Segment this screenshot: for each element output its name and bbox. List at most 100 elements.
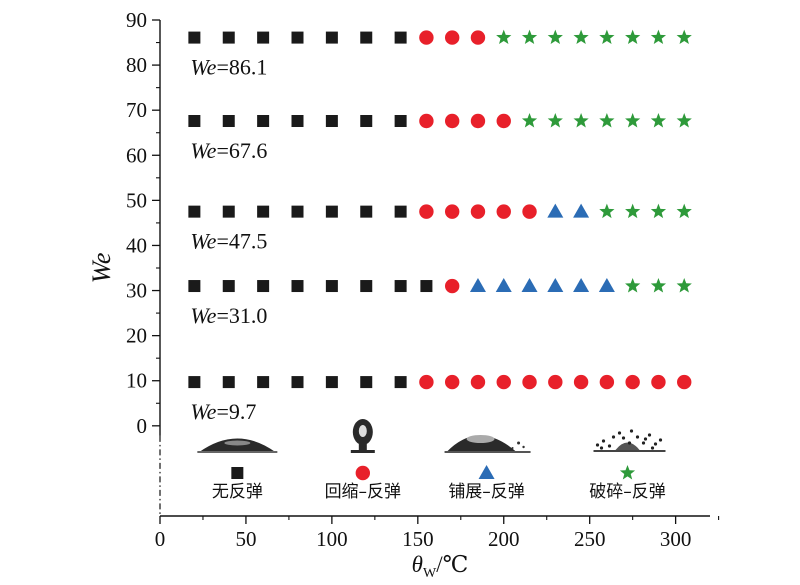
data-point-star: [547, 113, 563, 128]
data-point-triangle: [547, 203, 564, 218]
data-point-star: [573, 29, 589, 45]
data-point-square: [222, 31, 235, 44]
data-point-circle: [599, 374, 615, 390]
data-point-square: [188, 376, 201, 389]
data-point-circle: [548, 374, 563, 390]
x-tick-label: 250: [574, 527, 606, 551]
data-point-square: [291, 31, 304, 44]
data-point-square: [188, 205, 201, 218]
data-point-circle: [522, 374, 537, 390]
data-point-circle: [496, 113, 511, 129]
data-point-circle: [496, 204, 511, 219]
data-point-triangle: [469, 278, 486, 293]
data-point-star: [625, 203, 641, 219]
legend-marker-square: [231, 467, 244, 479]
droplet-image-droplet-splash: [593, 429, 666, 452]
data-point-circle: [470, 113, 486, 129]
data-point-circle: [419, 374, 434, 390]
y-tick-label: 60: [126, 143, 147, 167]
x-tick-label: 300: [660, 527, 692, 551]
data-point-triangle: [547, 278, 564, 293]
x-tick-label: 200: [488, 527, 520, 551]
data-point-square: [325, 376, 338, 389]
data-point-star: [676, 203, 692, 219]
data-point-triangle: [598, 278, 615, 293]
data-point-circle: [419, 204, 434, 219]
data-point-square: [257, 205, 270, 218]
data-point-square: [291, 205, 304, 218]
data-point-triangle: [573, 278, 590, 293]
we-annotation: We=86.1: [190, 55, 267, 80]
data-point-square: [360, 376, 373, 389]
data-point-star: [625, 278, 641, 293]
data-point-square: [222, 376, 235, 389]
data-point-circle: [444, 30, 460, 45]
legend-marker-triangle: [478, 465, 495, 479]
y-tick-label: 80: [126, 53, 147, 77]
data-point-square: [325, 280, 338, 293]
data-point-star: [676, 29, 692, 45]
data-point-square: [188, 280, 201, 293]
data-point-square: [360, 31, 373, 44]
data-point-square: [188, 31, 201, 44]
data-point-circle: [470, 374, 486, 390]
data-point-square: [394, 115, 407, 128]
data-point-square: [394, 376, 407, 389]
data-point-star: [573, 113, 589, 128]
data-point-star: [625, 113, 641, 128]
data-point-square: [222, 115, 235, 128]
we-annotation: We=67.6: [190, 138, 267, 163]
data-point-square: [257, 31, 270, 44]
data-point-circle: [419, 30, 434, 45]
data-point-star: [599, 203, 615, 219]
y-tick-label: 10: [126, 369, 147, 393]
legend: 无反弹 回缩–反弹 铺展–反弹 破碎–反弹: [197, 419, 666, 502]
legend-marker-star: [619, 465, 636, 480]
legend-label: 破碎–反弹: [589, 482, 666, 502]
data-point-star: [650, 113, 667, 128]
droplet-image-droplet-column: [350, 419, 375, 453]
data-point-square: [257, 115, 270, 128]
data-point-star: [676, 278, 692, 293]
data-point-star: [521, 29, 538, 45]
data-point-square: [394, 280, 407, 293]
data-point-square: [291, 376, 304, 389]
x-axis-label: θW/℃: [412, 552, 469, 581]
data-point-circle: [444, 278, 460, 294]
y-tick-label: 20: [126, 324, 147, 348]
x-tick-label: 50: [235, 527, 256, 551]
data-point-square: [222, 205, 235, 218]
data-point-square: [188, 115, 201, 128]
y-tick-label: 50: [126, 188, 147, 212]
data-point-square: [222, 280, 235, 293]
we-annotation: We=31.0: [190, 303, 267, 328]
data-point-circle: [419, 113, 434, 129]
legend-label: 无反弹: [212, 482, 263, 502]
data-point-square: [325, 205, 338, 218]
x-tick-label: 100: [316, 527, 348, 551]
data-point-star: [676, 113, 692, 128]
data-point-circle: [651, 374, 666, 390]
data-point-star: [650, 29, 667, 45]
data-point-square: [360, 280, 373, 293]
legend-marker-circle: [355, 465, 371, 481]
y-tick-label: 30: [126, 279, 147, 303]
y-tick-label: 0: [137, 414, 148, 438]
data-point-circle: [470, 30, 486, 45]
data-point-star: [496, 29, 512, 45]
data-point-square: [291, 115, 304, 128]
data-point-square: [394, 31, 407, 44]
data-point-square: [325, 31, 338, 44]
data-points: [188, 29, 692, 390]
y-tick-label: 70: [126, 98, 147, 122]
legend-label: 铺展–反弹: [448, 482, 525, 502]
data-point-circle: [470, 204, 486, 219]
data-point-circle: [522, 204, 537, 219]
y-tick-label: 40: [126, 233, 147, 257]
data-point-square: [257, 376, 270, 389]
data-point-square: [325, 115, 338, 128]
data-point-star: [650, 203, 667, 219]
data-point-triangle: [521, 278, 538, 293]
data-point-star: [599, 113, 615, 128]
